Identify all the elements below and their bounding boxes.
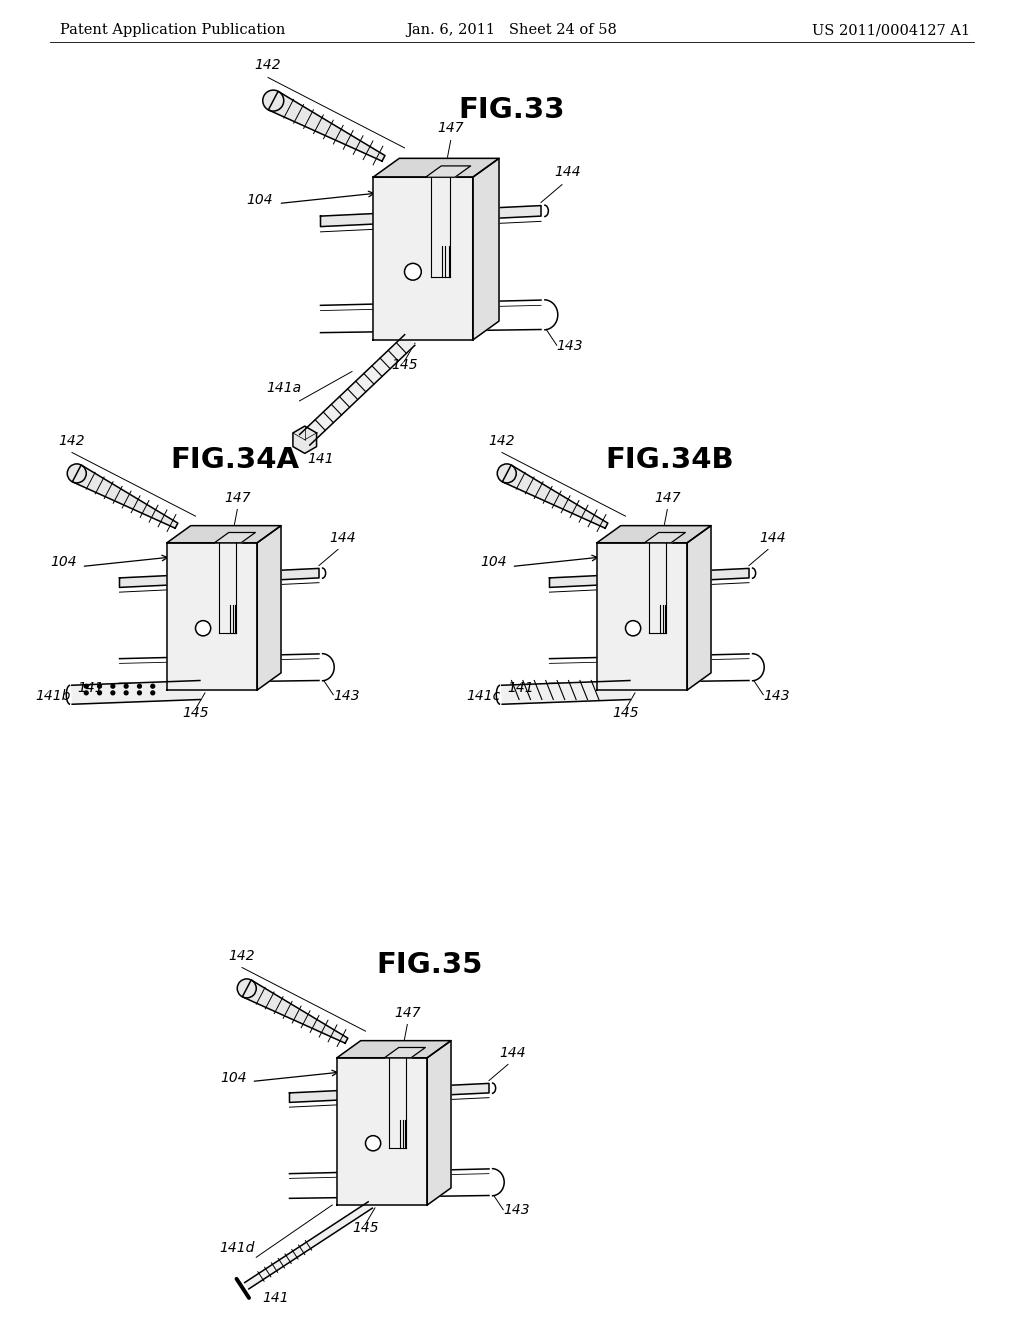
Polygon shape bbox=[597, 543, 687, 690]
Text: 143: 143 bbox=[557, 339, 584, 354]
Circle shape bbox=[498, 463, 516, 483]
Circle shape bbox=[68, 463, 86, 483]
Polygon shape bbox=[550, 569, 749, 587]
Polygon shape bbox=[503, 465, 608, 528]
Polygon shape bbox=[687, 525, 711, 690]
Text: 147: 147 bbox=[224, 491, 251, 504]
Polygon shape bbox=[167, 525, 281, 543]
Circle shape bbox=[238, 979, 256, 998]
Circle shape bbox=[97, 690, 101, 694]
Polygon shape bbox=[257, 525, 281, 690]
Text: 141: 141 bbox=[262, 1291, 289, 1305]
Polygon shape bbox=[337, 1040, 451, 1057]
Text: FIG.33: FIG.33 bbox=[459, 96, 565, 124]
Polygon shape bbox=[426, 166, 471, 177]
Text: 145: 145 bbox=[182, 706, 209, 719]
Text: 141: 141 bbox=[508, 681, 535, 694]
Polygon shape bbox=[384, 1048, 425, 1057]
Polygon shape bbox=[293, 426, 316, 453]
Polygon shape bbox=[321, 206, 541, 227]
Polygon shape bbox=[337, 1057, 427, 1205]
Polygon shape bbox=[243, 979, 348, 1043]
Text: 142: 142 bbox=[488, 434, 515, 447]
Circle shape bbox=[196, 620, 211, 636]
Polygon shape bbox=[473, 158, 499, 341]
Text: 142: 142 bbox=[255, 58, 282, 73]
Circle shape bbox=[137, 690, 141, 694]
Text: 144: 144 bbox=[330, 531, 356, 545]
Polygon shape bbox=[644, 532, 685, 543]
Text: 147: 147 bbox=[654, 491, 681, 504]
Text: 145: 145 bbox=[391, 359, 418, 372]
Text: 143: 143 bbox=[763, 689, 790, 702]
Polygon shape bbox=[167, 543, 257, 690]
Polygon shape bbox=[73, 465, 178, 528]
Text: 141: 141 bbox=[78, 681, 104, 694]
Text: 144: 144 bbox=[554, 165, 581, 180]
Text: 142: 142 bbox=[228, 949, 255, 962]
Text: 147: 147 bbox=[437, 121, 464, 135]
Text: FIG.34A: FIG.34A bbox=[171, 446, 299, 474]
Text: 144: 144 bbox=[500, 1045, 526, 1060]
Circle shape bbox=[84, 684, 88, 688]
Text: 104: 104 bbox=[220, 1071, 247, 1085]
Circle shape bbox=[124, 684, 128, 688]
Polygon shape bbox=[502, 681, 631, 705]
Text: 143: 143 bbox=[333, 689, 359, 702]
Circle shape bbox=[366, 1135, 381, 1151]
Polygon shape bbox=[427, 1040, 451, 1205]
Circle shape bbox=[97, 684, 101, 688]
Text: 104: 104 bbox=[480, 556, 507, 569]
Text: 145: 145 bbox=[612, 706, 639, 719]
Text: 145: 145 bbox=[352, 1221, 379, 1234]
Text: Patent Application Publication: Patent Application Publication bbox=[60, 22, 286, 37]
Text: 147: 147 bbox=[394, 1006, 421, 1020]
Circle shape bbox=[151, 690, 155, 694]
Circle shape bbox=[404, 264, 421, 280]
Circle shape bbox=[626, 620, 641, 636]
Circle shape bbox=[84, 690, 88, 694]
Circle shape bbox=[137, 684, 141, 688]
Text: 142: 142 bbox=[58, 434, 85, 447]
Polygon shape bbox=[120, 569, 319, 587]
Text: 141b: 141b bbox=[35, 689, 71, 702]
Circle shape bbox=[111, 690, 115, 694]
Text: Jan. 6, 2011   Sheet 24 of 58: Jan. 6, 2011 Sheet 24 of 58 bbox=[407, 22, 617, 37]
Polygon shape bbox=[290, 1084, 489, 1102]
Text: 141d: 141d bbox=[219, 1242, 255, 1255]
Text: 144: 144 bbox=[760, 531, 786, 545]
Polygon shape bbox=[245, 1201, 373, 1288]
Text: 104: 104 bbox=[247, 193, 273, 206]
Text: FIG.34B: FIG.34B bbox=[605, 446, 734, 474]
Text: 104: 104 bbox=[50, 556, 77, 569]
Text: 141: 141 bbox=[307, 451, 334, 466]
Polygon shape bbox=[268, 91, 385, 161]
Circle shape bbox=[263, 90, 284, 111]
Polygon shape bbox=[300, 335, 415, 445]
Text: US 2011/0004127 A1: US 2011/0004127 A1 bbox=[812, 22, 970, 37]
Polygon shape bbox=[72, 681, 201, 705]
Polygon shape bbox=[597, 525, 711, 543]
Text: 141c: 141c bbox=[466, 689, 500, 702]
Circle shape bbox=[111, 684, 115, 688]
Text: FIG.35: FIG.35 bbox=[377, 950, 483, 979]
Text: 141a: 141a bbox=[266, 381, 301, 396]
Circle shape bbox=[124, 690, 128, 694]
Polygon shape bbox=[373, 158, 499, 177]
Circle shape bbox=[151, 684, 155, 688]
Polygon shape bbox=[214, 532, 255, 543]
Text: 143: 143 bbox=[503, 1204, 529, 1217]
Polygon shape bbox=[373, 177, 473, 341]
